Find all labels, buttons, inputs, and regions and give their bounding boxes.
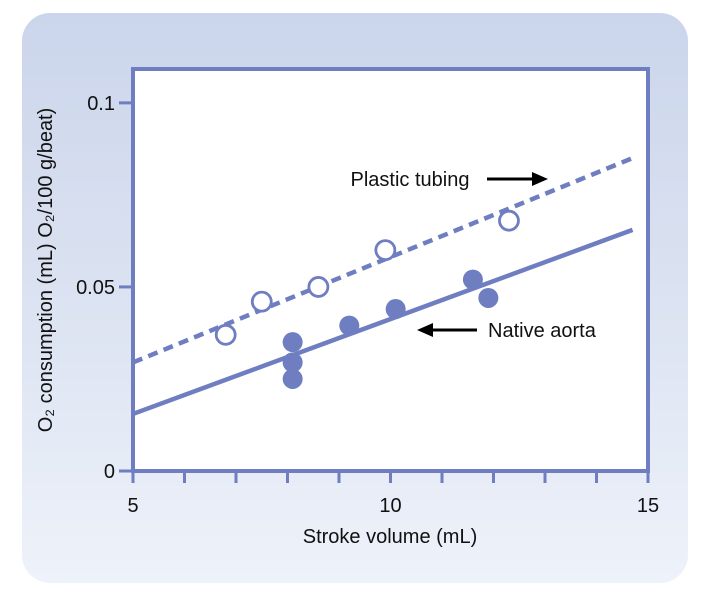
data-point-native-aorta xyxy=(478,287,499,308)
data-point-plastic-tubing xyxy=(214,323,237,346)
data-point-native-aorta xyxy=(339,315,360,336)
y-tick-label: 0.1 xyxy=(87,93,115,115)
series-plastic-tubing xyxy=(132,156,634,365)
plastic-tubing-annotation: Plastic tubing xyxy=(351,169,548,191)
native-aorta-annotation: Native aorta xyxy=(417,320,597,342)
data-point-native-aorta xyxy=(282,368,303,389)
data-point-native-aorta xyxy=(385,299,406,320)
plastic-tubing-label: Plastic tubing xyxy=(351,169,470,191)
data-point-native-aorta xyxy=(462,269,483,290)
x-axis-ticks xyxy=(131,469,650,483)
x-axis-label: Stroke volume (mL) xyxy=(303,526,478,548)
plot-area xyxy=(131,67,650,473)
data-point-plastic-tubing xyxy=(250,290,273,313)
x-axis-tick-labels: 5 10 15 xyxy=(127,495,659,517)
y-tick-label: 0 xyxy=(104,461,115,483)
data-point-plastic-tubing xyxy=(498,209,520,232)
trend-line-native-aorta xyxy=(132,227,634,417)
data-point-plastic-tubing xyxy=(374,239,397,262)
native-aorta-label: Native aorta xyxy=(488,320,597,342)
x-tick-label: 5 xyxy=(127,495,138,517)
data-point-native-aorta xyxy=(282,332,303,353)
x-tick-label: 15 xyxy=(637,495,659,517)
data-point-native-aorta xyxy=(282,352,303,373)
series-native-aorta xyxy=(132,227,634,417)
x-tick-label: 10 xyxy=(379,495,401,517)
data-point-plastic-tubing xyxy=(307,276,330,298)
y-axis-tick-labels: 0 0.05 0.1 xyxy=(76,93,115,483)
y-axis-label: O₂ consumption (mL) O₂/100 g/beat) xyxy=(35,108,57,433)
left-arrow-icon xyxy=(417,323,477,337)
y-tick-label: 0.05 xyxy=(76,277,115,299)
right-arrow-icon xyxy=(487,172,548,186)
data-series xyxy=(132,156,634,417)
y-axis-ticks xyxy=(119,101,135,473)
